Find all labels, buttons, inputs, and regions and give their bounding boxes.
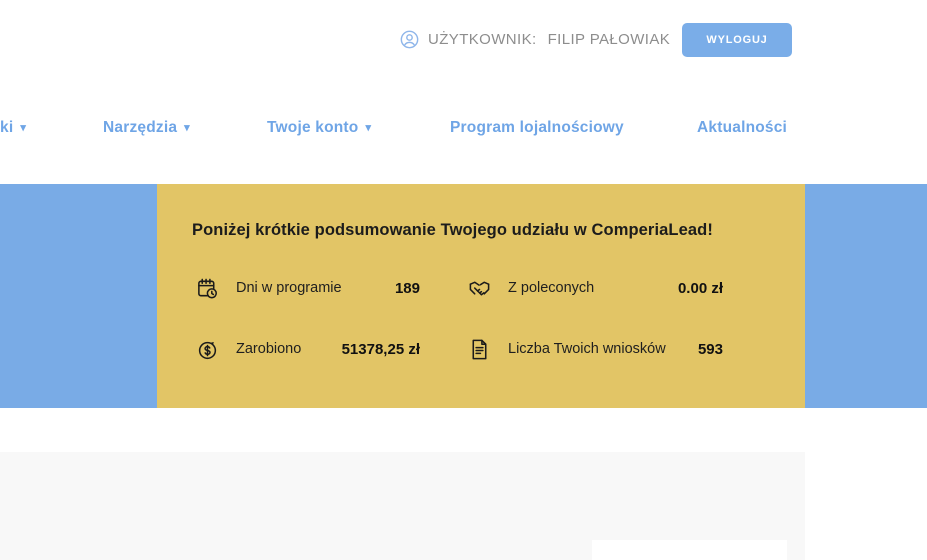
- main-navigation: ki ▾ Narzędzia ▾ Twoje konto ▾ Program loja…: [0, 108, 927, 154]
- nav-item-program-lojalnosciowy[interactable]: Program lojalnościowy: [450, 119, 624, 136]
- nav-item-aktualnosci[interactable]: Aktualności: [697, 119, 788, 136]
- stat-label: Zarobiono: [236, 341, 302, 357]
- stat-label: Z poleconych: [508, 280, 595, 296]
- user-label: UŻYTKOWNIK:: [428, 31, 537, 48]
- stat-value: 0.00 zł: [677, 279, 723, 297]
- user-info: UŻYTKOWNIK: FILIP PAŁOWIAK: [400, 30, 670, 49]
- stat-label: Liczba Twoich wniosków: [508, 341, 666, 357]
- document-icon: [472, 339, 487, 359]
- coin-refresh-icon: [198, 341, 217, 359]
- logout-button[interactable]: WYLOGUJ: [682, 23, 792, 57]
- top-bar: UŻYTKOWNIK: FILIP PAŁOWIAK WYLOGUJ: [0, 0, 927, 80]
- stat-from-referrals: Z poleconych 0.00 zł: [468, 274, 723, 302]
- user-avatar-icon: [400, 30, 419, 49]
- summary-panel: Poniżej krótkie podsumowanie Twojego udz…: [157, 184, 805, 408]
- chevron-down-icon: ▾: [365, 122, 372, 134]
- stat-value: 189: [394, 279, 420, 297]
- card-peek: [592, 540, 787, 560]
- nav-item-twoje-konto[interactable]: Twoje konto ▾: [267, 119, 372, 136]
- calendar-clock-icon: [198, 278, 217, 298]
- nav-item-cutoff[interactable]: ki ▾: [0, 119, 27, 136]
- stat-earned: Zarobiono 51378,25 zł: [196, 335, 420, 363]
- chevron-down-icon: ▾: [20, 122, 27, 134]
- chevron-down-icon: ▾: [184, 122, 190, 134]
- stat-days-in-program: Dni w programie 189: [196, 274, 420, 302]
- nav-item-narzedzia[interactable]: Narzędzia ▾: [103, 119, 190, 136]
- stat-value: 51378,25 zł: [341, 340, 420, 358]
- stat-applications-count: Liczba Twoich wniosków 593: [468, 335, 723, 363]
- stat-value: 593: [697, 340, 723, 358]
- hero-band: Poniżej krótkie podsumowanie Twojego udz…: [0, 184, 927, 408]
- summary-title: Poniżej krótkie podsumowanie Twojego udz…: [192, 221, 713, 239]
- stat-label: Dni w programie: [236, 280, 342, 296]
- user-name: FILIP PAŁOWIAK: [547, 31, 671, 48]
- handshake-icon: [469, 281, 490, 295]
